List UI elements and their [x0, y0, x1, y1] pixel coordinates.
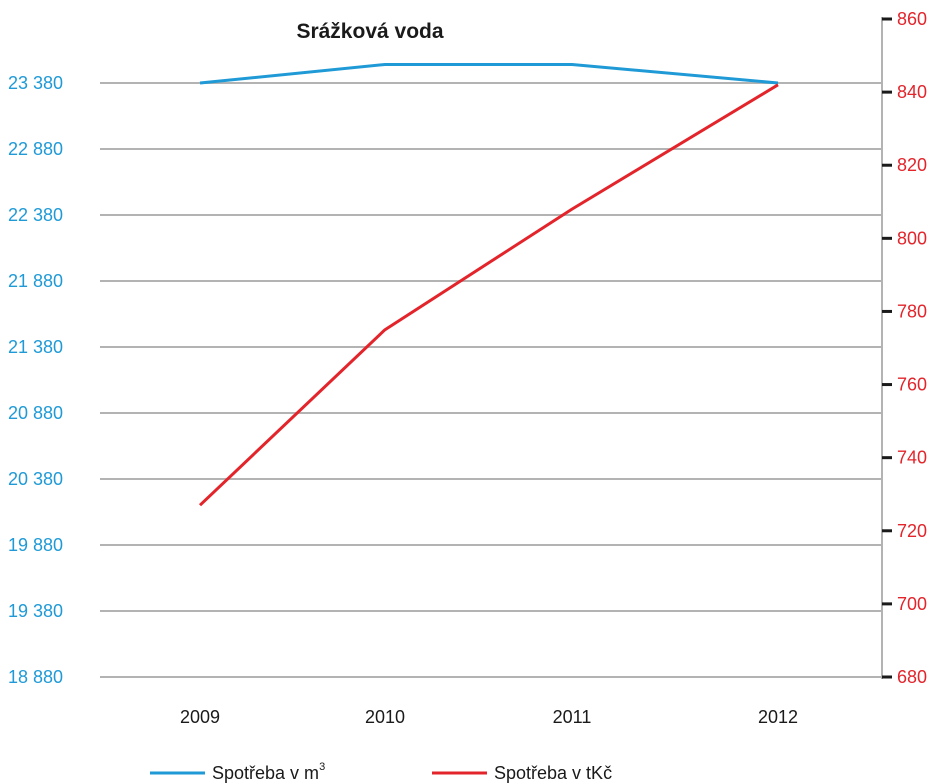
x-tick-label: 2011 — [553, 707, 592, 727]
left-tick-label: 20 880 — [8, 403, 63, 423]
right-tick-label: 860 — [897, 9, 927, 29]
left-tick-label: 21 880 — [8, 271, 63, 291]
left-tick-label: 18 880 — [8, 667, 63, 687]
legend-label: Spotřeba v tKč — [494, 763, 612, 783]
right-tick-label: 680 — [897, 667, 927, 687]
legend-label: Spotřeba v m3 — [212, 761, 325, 783]
x-tick-label: 2012 — [758, 707, 798, 727]
right-tick-label: 760 — [897, 375, 927, 395]
series-line — [199, 63, 779, 85]
x-tick-label: 2010 — [365, 707, 405, 727]
right-tick-label: 720 — [897, 521, 927, 541]
right-tick-label: 740 — [897, 448, 927, 468]
left-tick-label: 19 880 — [8, 535, 63, 555]
chart-title: Srážková voda — [296, 20, 443, 43]
left-tick-label: 23 380 — [8, 73, 63, 93]
x-axis-ticks: 2009 2010 2011 2012 — [180, 707, 798, 727]
legend-label-superscript: 3 — [319, 761, 325, 773]
right-axis-ticks: 860 840 820 800 780 760 740 720 700 680 — [882, 9, 927, 687]
left-tick-label: 19 380 — [8, 601, 63, 621]
left-tick-label: 22 880 — [8, 139, 63, 159]
left-tick-label: 21 380 — [8, 337, 63, 357]
left-tick-label: 20 380 — [8, 469, 63, 489]
left-axis-ticks: 23 380 22 880 22 380 21 880 21 380 20 880 20 3… — [8, 73, 63, 687]
legend: Spotřeba v m3 Spotřeba v tKč — [150, 761, 612, 783]
series-line — [198, 83, 779, 507]
right-tick-label: 800 — [897, 228, 927, 248]
right-tick-label: 700 — [897, 594, 927, 614]
series — [198, 63, 779, 507]
grid — [100, 82, 882, 678]
x-tick-label: 2009 — [180, 707, 220, 727]
left-tick-label: 22 380 — [8, 205, 63, 225]
right-tick-label: 840 — [897, 82, 927, 102]
right-tick-label: 820 — [897, 155, 927, 175]
right-tick-label: 780 — [897, 301, 927, 321]
